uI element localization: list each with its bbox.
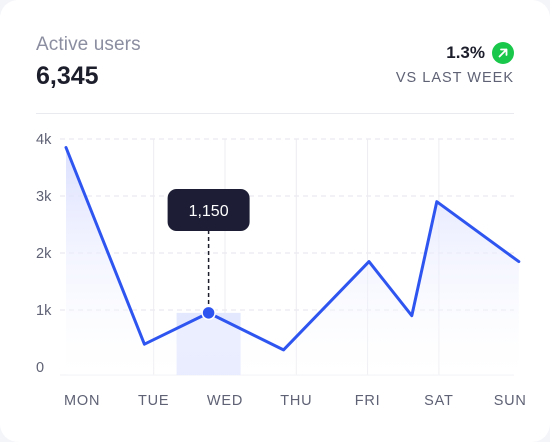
x-tick-label: THU — [280, 393, 312, 409]
x-tick-label: TUE — [138, 393, 169, 409]
divider — [36, 113, 514, 114]
x-tick-label: SAT — [424, 393, 454, 409]
tooltip-value: 1,150 — [189, 203, 229, 220]
y-tick-label: 4k — [36, 132, 52, 148]
y-tick-label: 2k — [36, 246, 52, 262]
comparison-label: VS LAST WEEK — [395, 70, 514, 86]
y-tick-label: 3k — [36, 189, 52, 205]
tooltip-box — [167, 189, 250, 231]
highlight-point[interactable] — [201, 305, 216, 321]
widget-title: Active users — [36, 34, 141, 55]
series-area — [66, 147, 519, 375]
active-users-value: 6,345 — [36, 62, 99, 90]
change-indicator: 1.3% — [446, 42, 514, 64]
y-tick-label: 1k — [36, 303, 52, 319]
arrow-up-right-icon — [492, 42, 514, 64]
y-tick-label: 0 — [36, 360, 44, 376]
series-line — [64, 146, 521, 352]
x-tick-label: MON — [64, 393, 100, 409]
change-percent: 1.3% — [446, 43, 485, 62]
x-tick-label: WED — [207, 393, 243, 409]
x-tick-label: SUN — [494, 393, 527, 409]
x-tick-label: FRI — [355, 393, 381, 409]
